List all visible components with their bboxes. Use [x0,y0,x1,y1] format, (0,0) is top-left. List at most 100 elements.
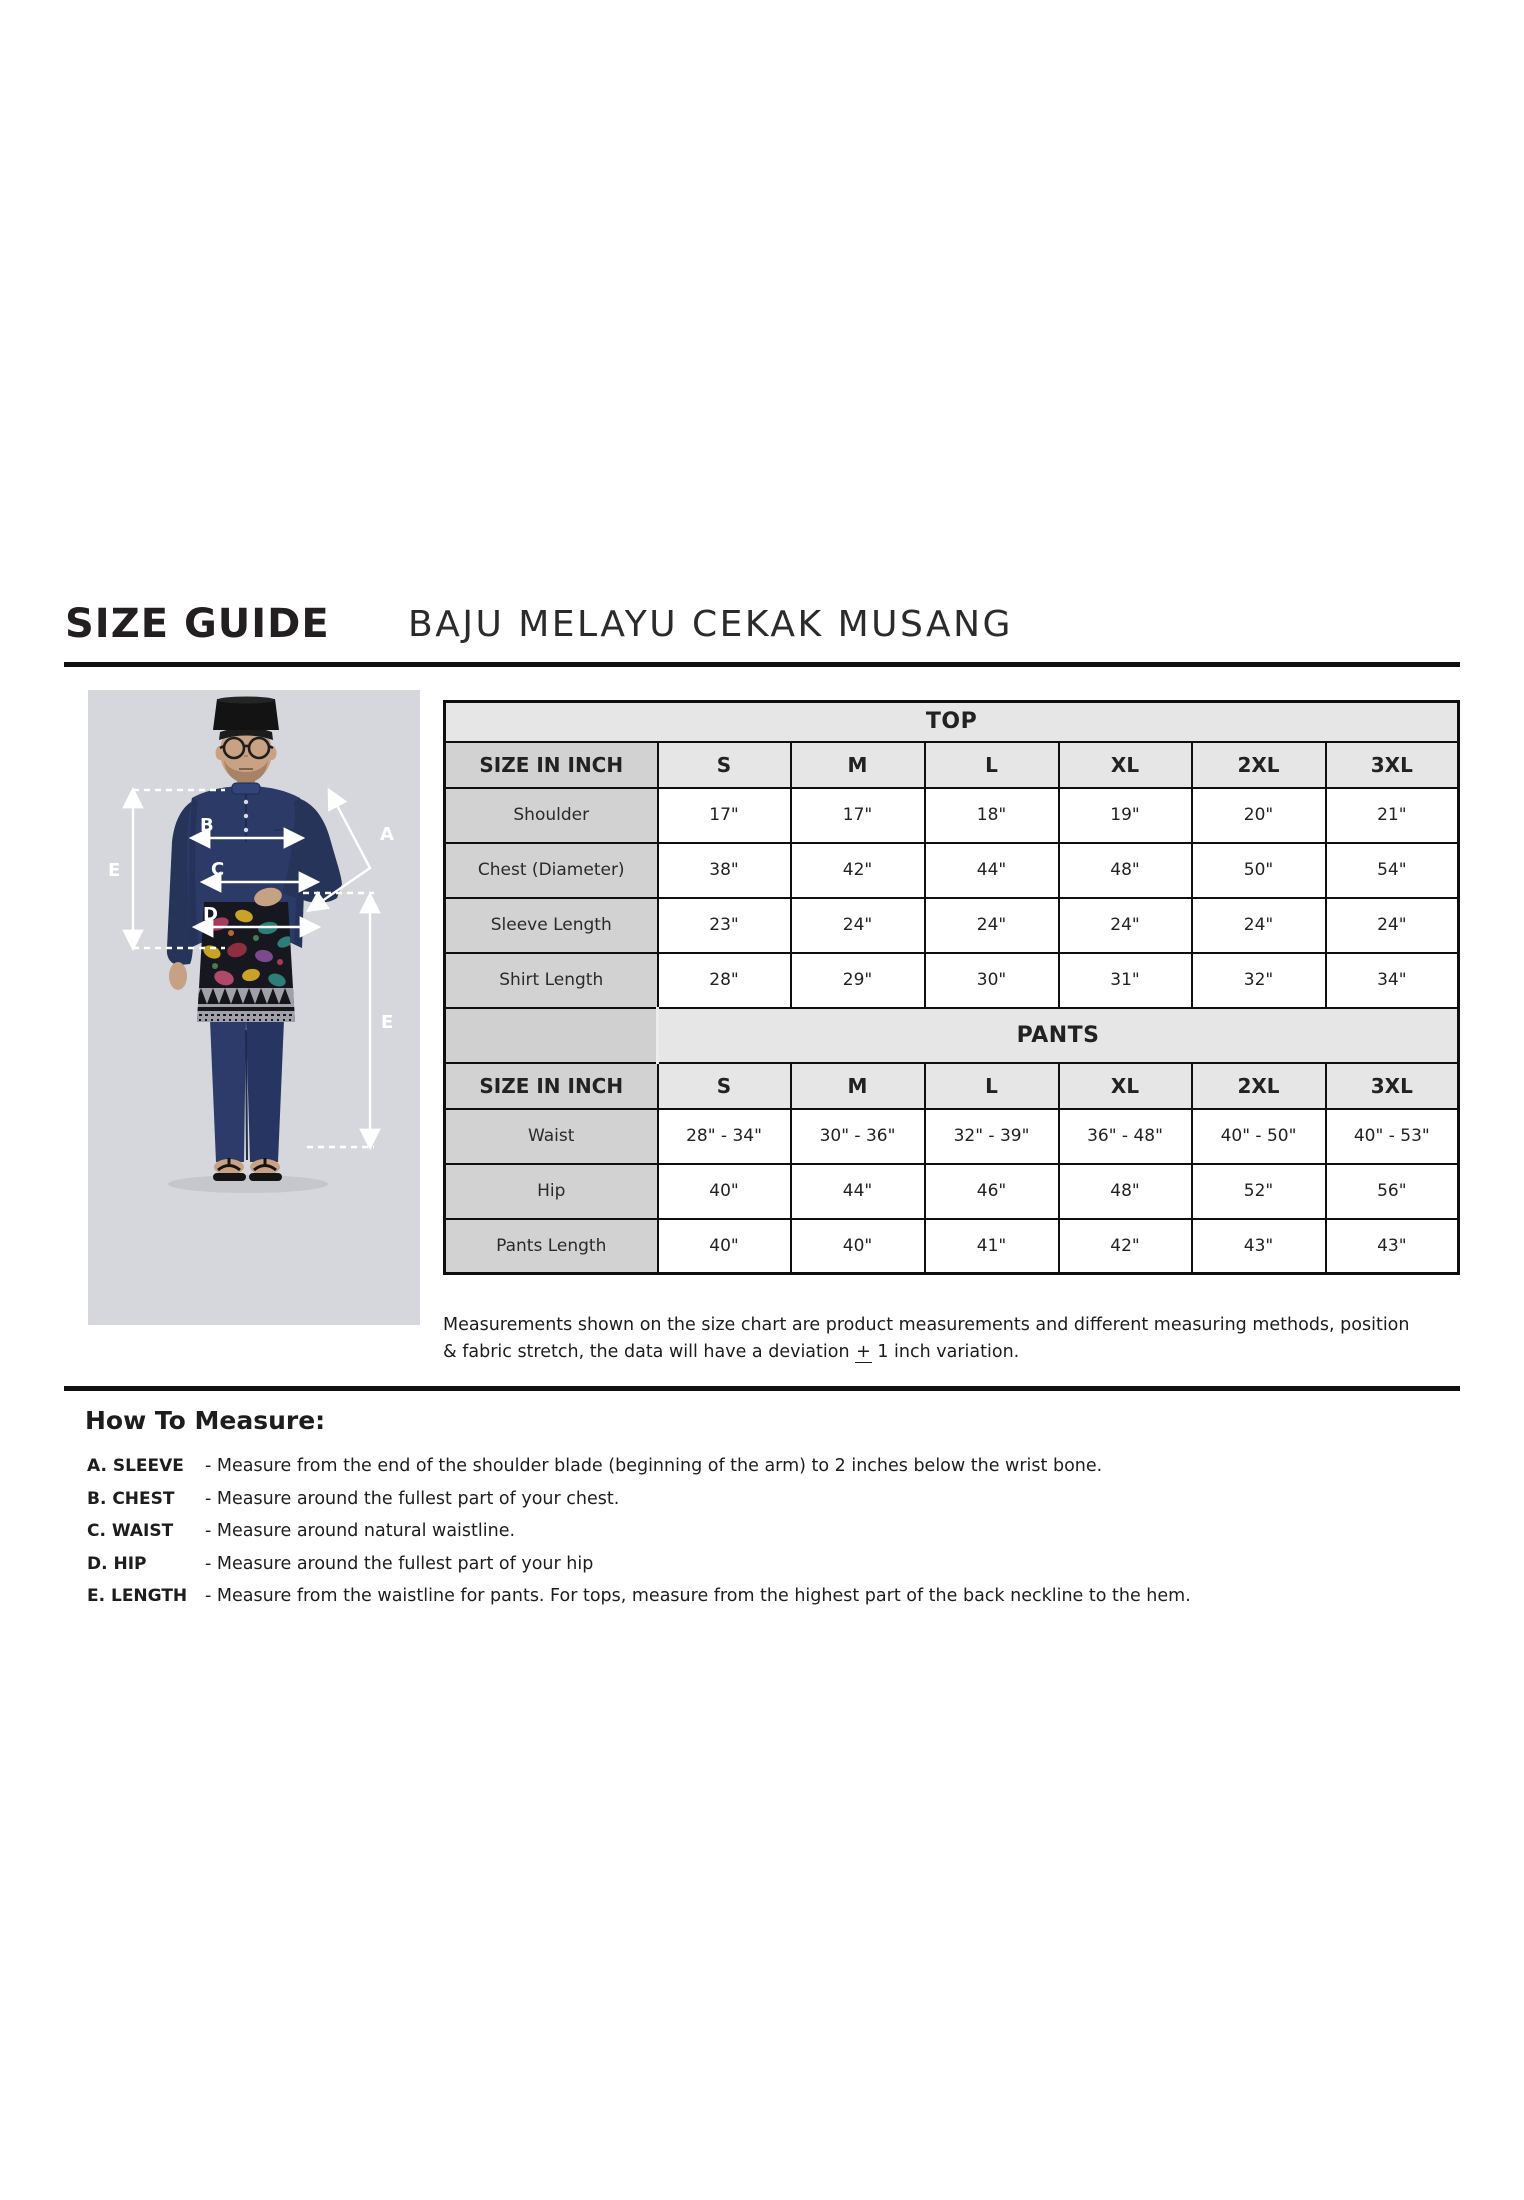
cell-value: 32" - 39" [923,1107,1060,1165]
size-col-header: L [923,1061,1060,1110]
cell-value: 34" [1324,951,1460,1009]
measurement-note: Measurements shown on the size chart are… [443,1312,1473,1366]
cell-value: 40" [789,1217,926,1275]
cell-value: 24" [1190,896,1327,954]
size-col-header: 2XL [1190,740,1327,789]
table-row: PANTS [443,1006,1460,1064]
cell-value: 43" [1190,1217,1327,1275]
label-e-right: E [381,1012,393,1033]
measure-arrow-a [306,787,372,913]
cell-value: 43" [1324,1217,1460,1275]
cell-value: 48" [1057,841,1193,899]
measure-item-label: B. CHEST [87,1488,175,1509]
cell-value: 20" [1190,786,1327,844]
sandals [213,1158,282,1181]
cell-value: 48" [1057,1162,1193,1220]
cell-value: 24" [1057,896,1193,954]
cell-value: 29" [789,951,926,1009]
cell-value: 19" [1057,786,1193,844]
hair [219,727,273,740]
table-row: Hip 40" 44" 46" 48" 52" 56" [443,1162,1460,1220]
cell-value: 21" [1324,786,1460,844]
model-photo: E B C D A E [88,690,420,1325]
plus-minus-sign: + [855,1342,872,1363]
size-col-header: M [789,740,926,789]
cell-value: 50" [1190,841,1327,899]
cell-value: 24" [1324,896,1460,954]
cell-value: 56" [1324,1162,1460,1220]
cell-value: 36" - 48" [1057,1107,1193,1165]
size-col-header: S [656,740,792,789]
cell-value: 23" [656,896,792,954]
size-col-header: S [656,1061,792,1110]
cell-value: 28" - 34" [656,1107,792,1165]
cell-value: 44" [923,841,1060,899]
table-row: Pants Length 40" 40" 41" 42" 43" 43" [443,1217,1460,1275]
cell-value: 42" [1057,1217,1193,1275]
section-divider [64,1386,1460,1391]
cell-value: 30" - 36" [789,1107,926,1165]
table-row: Sleeve Length 23" 24" 24" 24" 24" 24" [443,896,1460,954]
placket-button [243,813,249,819]
table-row: Waist 28" - 34" 30" - 36" 32" - 39" 36" … [443,1107,1460,1165]
placket-button [243,827,249,833]
row-label: Chest (Diameter) [443,841,659,899]
measure-item-description: - Measure around the fullest part of you… [205,1488,620,1509]
cell-value: 24" [789,896,926,954]
label-a: A [380,824,394,845]
size-col-header: XL [1057,1061,1193,1110]
cell-value: 44" [789,1162,926,1220]
cell-value: 46" [923,1162,1060,1220]
measure-item-label: D. HIP [87,1553,147,1574]
songkok-cap [213,699,279,730]
table-row: SIZE IN INCH S M L XL 2XL 3XL [443,1061,1460,1110]
beard-stubble [224,760,268,783]
table-row: SIZE IN INCH S M L XL 2XL 3XL [443,740,1460,789]
label-d: D [203,904,218,925]
size-chart-table: TOP SIZE IN INCH S M L XL 2XL 3XL Should… [443,700,1461,1275]
pants-section-title: PANTS [656,1006,1460,1064]
how-to-measure-heading: How To Measure: [85,1406,326,1435]
table-row: Shirt Length 28" 29" 30" 31" 32" 34" [443,951,1460,1009]
cell-value: 30" [923,951,1060,1009]
measure-item-description: - Measure from the waistline for pants. … [205,1586,1191,1606]
collar-button [243,799,249,805]
cell-value: 40" - 50" [1190,1107,1327,1165]
row-label: Waist [443,1107,659,1165]
header-divider [64,662,1460,667]
size-col-header: XL [1057,740,1193,789]
size-col-header: 3XL [1324,740,1460,789]
size-in-inch-header: SIZE IN INCH [443,740,659,789]
measure-item-label: E. LENGTH [87,1586,188,1606]
size-col-header: L [923,740,1060,789]
label-b: B [200,815,214,836]
label-c: C [211,859,224,880]
cell-value: 40" [656,1162,792,1220]
cell-value: 32" [1190,951,1327,1009]
cell-value: 17" [656,786,792,844]
note-line-2: & fabric stretch, the data will have a d… [443,1342,1020,1363]
row-label: Shirt Length [443,951,659,1009]
list-item: D. HIP - Measure around the fullest part… [87,1548,1477,1581]
page-title: SIZE GUIDE [65,601,330,647]
table-row: TOP [443,700,1460,743]
how-to-measure-list: A. SLEEVE - Measure from the end of the … [87,1450,1477,1613]
cell-value: 42" [789,841,926,899]
cell-value: 52" [1190,1162,1327,1220]
cell-value: 38" [656,841,792,899]
cell-value: 18" [923,786,1060,844]
note-line-1: Measurements shown on the size chart are… [443,1315,1410,1335]
size-in-inch-header: SIZE IN INCH [443,1061,659,1110]
pants-left-leg [210,1020,246,1162]
measure-item-description: - Measure from the end of the shoulder b… [205,1456,1103,1476]
row-label: Shoulder [443,786,659,844]
list-item: B. CHEST - Measure around the fullest pa… [87,1483,1477,1516]
left-hand [169,962,187,990]
measure-item-description: - Measure around natural waistline. [205,1521,516,1541]
top-section-title: TOP [443,700,1460,743]
cell-value: 24" [923,896,1060,954]
measure-item-label: A. SLEEVE [87,1456,184,1476]
label-e-left: E [108,860,120,881]
cell-value: 40" - 53" [1324,1107,1460,1165]
